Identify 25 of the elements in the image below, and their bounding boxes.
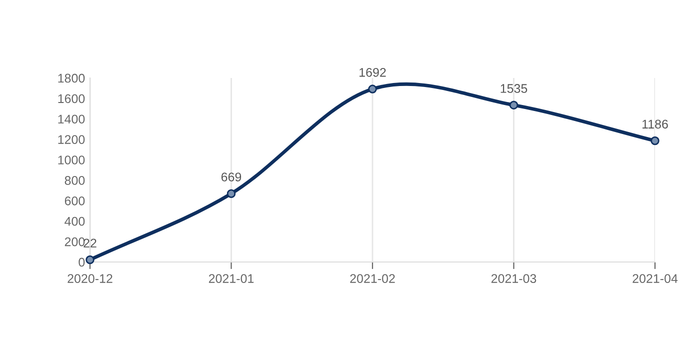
data-label: 1692: [360, 68, 386, 77]
y-tick-label: 400: [64, 216, 85, 226]
data-label: 22: [84, 238, 96, 248]
y-tick-label: 1000: [58, 156, 85, 164]
x-tick-label: 2021-04: [632, 274, 678, 283]
point: [86, 255, 94, 264]
y-tick-label: 200: [64, 237, 85, 246]
y-tick-label: 0: [78, 258, 85, 267]
point: [226, 189, 236, 198]
point: [650, 136, 660, 146]
y-tick-label: 1600: [58, 94, 85, 104]
y-tick-label: 1400: [58, 114, 85, 124]
x-tick-label: 2021-02: [350, 274, 395, 283]
point: [368, 84, 377, 94]
data-label: 1186: [642, 120, 668, 129]
point: [509, 100, 518, 110]
data-label: 1535: [500, 84, 528, 93]
y-tick-label: 600: [64, 196, 85, 206]
x-tick-label: 2021-03: [491, 274, 536, 283]
y-tick-label: 1200: [58, 135, 85, 144]
x-tick-label: 2020-12: [68, 274, 112, 283]
data-label: 669: [221, 172, 242, 182]
x-tick-label: 2021-01: [208, 274, 254, 283]
y-tick-label: 800: [64, 176, 85, 185]
y-tick-label: 1800: [58, 74, 85, 83]
